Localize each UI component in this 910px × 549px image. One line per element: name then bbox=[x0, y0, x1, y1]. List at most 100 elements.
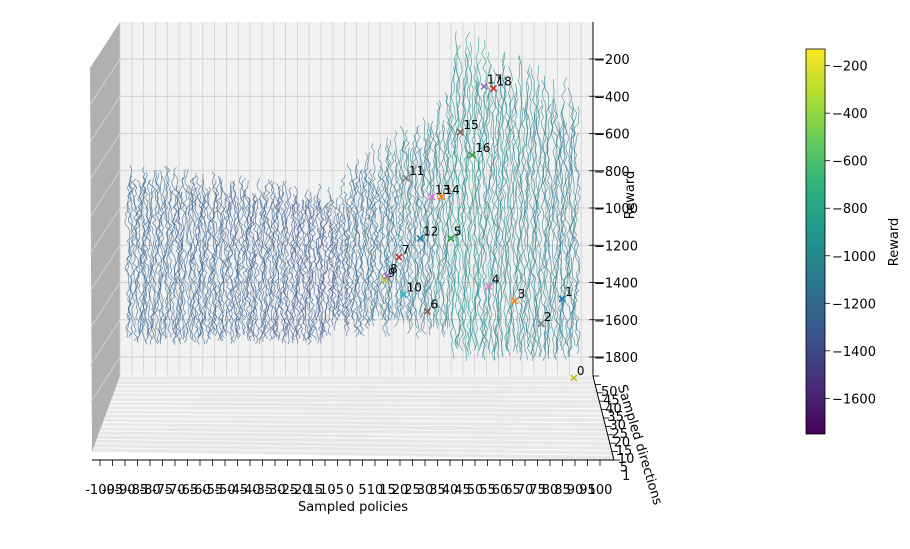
surface-line bbox=[217, 187, 224, 342]
x-tick-label: 50 bbox=[467, 483, 484, 498]
surface-line bbox=[362, 152, 370, 330]
marker-label: 4 bbox=[492, 272, 500, 286]
marker-x bbox=[428, 193, 436, 201]
surface-line bbox=[191, 186, 199, 343]
marker-x bbox=[416, 234, 424, 242]
x-tick-label: -80 bbox=[139, 483, 160, 498]
marker-label: 6 bbox=[430, 297, 438, 311]
x-tick-label: -100 bbox=[85, 483, 115, 498]
x-tick-label: 55 bbox=[479, 483, 496, 498]
surface-line bbox=[449, 58, 457, 359]
left-hgrid bbox=[89, 282, 121, 329]
left-hgrid bbox=[89, 133, 121, 180]
surface-line bbox=[299, 199, 307, 341]
surface-line bbox=[477, 77, 485, 347]
surface-line bbox=[341, 214, 349, 331]
surface-line bbox=[547, 110, 554, 359]
x-tick-label: -15 bbox=[302, 483, 323, 498]
surface-line bbox=[377, 143, 385, 318]
surface-line bbox=[296, 199, 305, 339]
surface-line bbox=[491, 77, 498, 361]
surface-line bbox=[126, 165, 133, 338]
x-tick-label: 30 bbox=[417, 483, 434, 498]
floor-pane bbox=[92, 376, 614, 460]
surface-line bbox=[446, 114, 454, 328]
surface-line bbox=[573, 132, 581, 347]
left-hgrid bbox=[89, 245, 121, 292]
surface-line bbox=[495, 85, 502, 359]
z-tick-label: −1200 bbox=[594, 239, 638, 254]
surface-line bbox=[238, 193, 246, 336]
surface-line bbox=[536, 100, 544, 357]
surface-line bbox=[363, 152, 371, 327]
y-tick-label: 1 bbox=[622, 469, 630, 484]
x-tick-label: 35 bbox=[429, 483, 446, 498]
surface-line bbox=[461, 53, 469, 362]
surface-line bbox=[173, 186, 181, 343]
floor-grid-line bbox=[104, 417, 605, 424]
y-tick-label: 25 bbox=[612, 427, 629, 442]
marker-18: 18 bbox=[489, 74, 512, 93]
surface-line bbox=[282, 180, 290, 343]
surface-line bbox=[352, 165, 360, 338]
surface-line bbox=[277, 180, 284, 333]
surface-line bbox=[288, 203, 296, 341]
surface-line bbox=[181, 168, 188, 344]
surface-line bbox=[553, 99, 561, 360]
surface-line bbox=[304, 189, 311, 343]
x-tick-label: -85 bbox=[127, 483, 148, 498]
marker-label: 8 bbox=[390, 262, 398, 276]
surface-line bbox=[243, 180, 250, 341]
surface-line bbox=[510, 90, 518, 354]
surface-line bbox=[155, 172, 164, 342]
floor-grid-line bbox=[107, 409, 603, 414]
left-hgrid bbox=[89, 96, 121, 143]
floor-grid-line bbox=[93, 447, 613, 456]
surface-line bbox=[162, 165, 170, 338]
surface-line bbox=[539, 106, 547, 350]
surface-line bbox=[199, 179, 207, 336]
y-tick-label: 45 bbox=[603, 393, 620, 408]
marker-x bbox=[423, 307, 431, 315]
surface-line bbox=[224, 181, 232, 334]
surface-line bbox=[149, 170, 156, 339]
surface-line bbox=[444, 95, 451, 329]
surface-line bbox=[572, 106, 580, 355]
marker-x bbox=[437, 193, 446, 201]
marker-1: 1 bbox=[558, 285, 573, 303]
x-tick-label: 85 bbox=[554, 483, 571, 498]
surface-line bbox=[320, 205, 328, 339]
left-pane bbox=[90, 22, 120, 452]
floor-grid-line bbox=[96, 438, 611, 447]
z-tick-label: −200 bbox=[594, 53, 630, 68]
marker-x bbox=[537, 320, 545, 328]
colorbar-tick-label: −1600 bbox=[832, 392, 876, 407]
x-tick-label: -50 bbox=[214, 483, 235, 498]
y-tick-label: 35 bbox=[607, 410, 624, 425]
left-hgrid bbox=[89, 207, 121, 255]
marker-11: 11 bbox=[402, 164, 424, 182]
surface-line bbox=[472, 81, 480, 351]
surface-line bbox=[419, 147, 426, 319]
x-tick-label: -40 bbox=[239, 483, 260, 498]
marker-x bbox=[570, 374, 578, 382]
surface-line bbox=[147, 179, 155, 338]
marker-10: 10 bbox=[400, 281, 422, 299]
surface-line bbox=[434, 100, 442, 326]
marker-x bbox=[400, 291, 408, 299]
marker-7: 7 bbox=[395, 243, 410, 261]
surface-line bbox=[266, 200, 274, 341]
surface-line bbox=[402, 129, 409, 318]
surface-line bbox=[128, 175, 135, 336]
surface-line bbox=[236, 175, 244, 340]
floor-grid-line bbox=[105, 413, 604, 419]
x-tick-label: 95 bbox=[579, 483, 596, 498]
surface-line bbox=[315, 193, 324, 339]
left-hgrid bbox=[89, 319, 121, 366]
marker-2: 2 bbox=[537, 310, 551, 328]
surface-line bbox=[214, 175, 222, 341]
x-tick-label: 10 bbox=[367, 483, 384, 498]
marker-17: 17 bbox=[480, 72, 502, 90]
marker-label: 11 bbox=[409, 164, 424, 178]
